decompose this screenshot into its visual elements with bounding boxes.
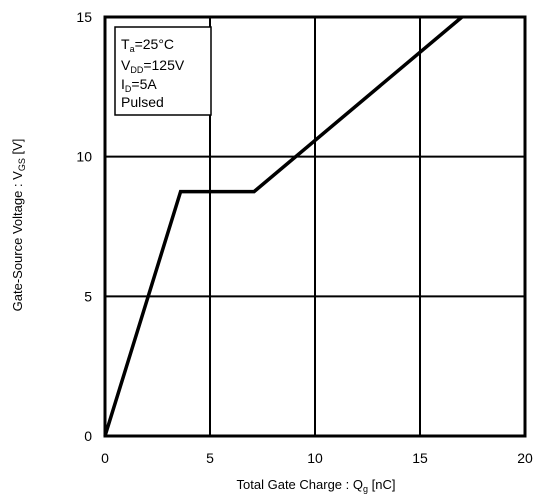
- x-tick-label: 20: [517, 450, 533, 466]
- x-axis-label: Total Gate Charge : Qg [nC]: [237, 477, 396, 494]
- grid-lines: [105, 17, 525, 436]
- y-tick-label: 5: [84, 288, 92, 304]
- condition-line-3: ID=5A: [121, 76, 157, 94]
- x-axis-label-sub: g: [363, 484, 368, 494]
- x-tick-label: 0: [101, 450, 109, 466]
- y-tick-label: 0: [84, 428, 92, 444]
- conditions-box-border: [114, 26, 212, 116]
- series-line: [103, 15, 464, 437]
- plot-frame: [103, 15, 527, 438]
- x-axis-label-main: Total Gate Charge : Q: [237, 477, 363, 492]
- condition-line-2: VDD=125V: [121, 57, 185, 75]
- y-tick-label: 10: [76, 149, 92, 165]
- x-tick-labels: 0 5 10 15 20: [101, 450, 533, 466]
- x-axis-label-unit: [nC]: [368, 477, 395, 492]
- y-axis-label-unit: [V]: [10, 139, 25, 159]
- y-axis-label-main: Gate-Source Voltage : V: [10, 171, 25, 312]
- y-axis-label: Gate-Source Voltage : VGS [V]: [10, 139, 27, 312]
- x-tick-label: 10: [307, 450, 323, 466]
- condition-line-4: Pulsed: [121, 94, 164, 110]
- series-layer: [103, 15, 464, 437]
- conditions-box: Ta=25°C VDD=125V ID=5A Pulsed: [114, 26, 212, 116]
- x-tick-label: 15: [412, 450, 428, 466]
- x-tick-label: 5: [206, 450, 214, 466]
- y-tick-label: 15: [76, 9, 92, 25]
- y-tick-labels: 0 5 10 15: [76, 9, 92, 444]
- y-axis-label-sub: GS: [17, 158, 27, 171]
- condition-line-1: Ta=25°C: [121, 36, 174, 54]
